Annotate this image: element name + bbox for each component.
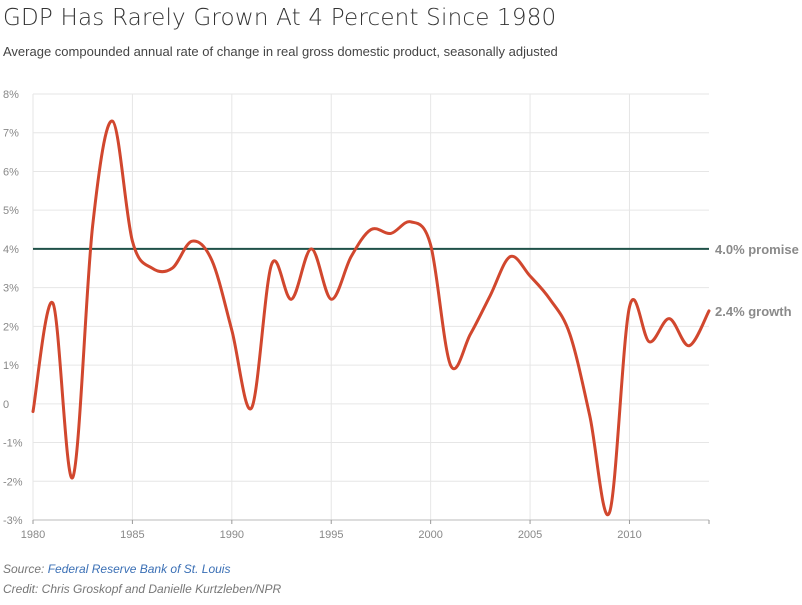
source-link[interactable]: Federal Reserve Bank of St. Louis [47,562,231,576]
y-tick-label: -2% [3,476,23,488]
y-tick-label: 4% [3,244,19,256]
x-tick-label: 1990 [220,529,244,541]
y-tick-label: 8% [3,89,19,101]
annotation-label: 2.4% growth [715,304,792,319]
y-tick-label: 3% [3,283,19,295]
credit-note: Credit: Chris Groskopf and Danielle Kurt… [3,582,282,596]
x-tick-label: 2000 [418,529,442,541]
series-layer [31,119,711,517]
y-tick-label: -1% [3,438,23,450]
y-tick-label: 5% [3,205,19,217]
gdp-line-chart: -3%-2%-1%01%2%3%4%5%6%7%8% 1980 1985 1990 1… [3,89,799,541]
grid [32,93,709,521]
y-tick-label: 1% [3,360,19,372]
chart-title: GDP Has Rarely Grown At 4 Percent Since … [3,5,557,31]
x-tick-label: 2005 [518,529,542,541]
annotations: 4.0% promise 2.4% growth [715,242,799,319]
x-tick-label: 1995 [319,529,343,541]
y-tick-label: 0 [3,399,9,411]
gdp-growth-line [31,119,711,517]
source-prefix: Source: [3,562,48,576]
y-tick-label: 6% [3,166,19,178]
y-axis-ticks: -3% -2% -1% 0 1% 2% 3% 4% 5% 6% 7% 8% [3,89,23,527]
x-tick-label: 1980 [21,529,45,541]
source-note: Source: Federal Reserve Bank of St. Loui… [3,562,230,576]
x-axis-ticks: 1980 1985 1990 1995 2000 2005 2010 [21,520,710,541]
x-tick-label: 1985 [120,529,144,541]
y-tick-label: 7% [3,128,19,140]
x-tick-label: 2010 [617,529,641,541]
y-tick-label: 2% [3,321,19,333]
annotation-label: 4.0% promise [715,242,799,257]
chart-subtitle: Average compounded annual rate of change… [3,44,558,59]
y-tick-label: -3% [3,515,23,527]
